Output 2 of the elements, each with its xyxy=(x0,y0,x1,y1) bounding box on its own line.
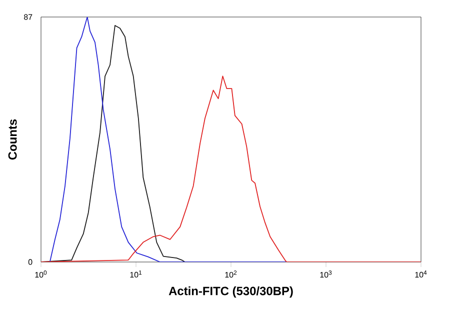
y-axis-title: Counts xyxy=(8,119,17,160)
x-axis-title: Actin-FITC (530/30BP) xyxy=(168,286,293,298)
